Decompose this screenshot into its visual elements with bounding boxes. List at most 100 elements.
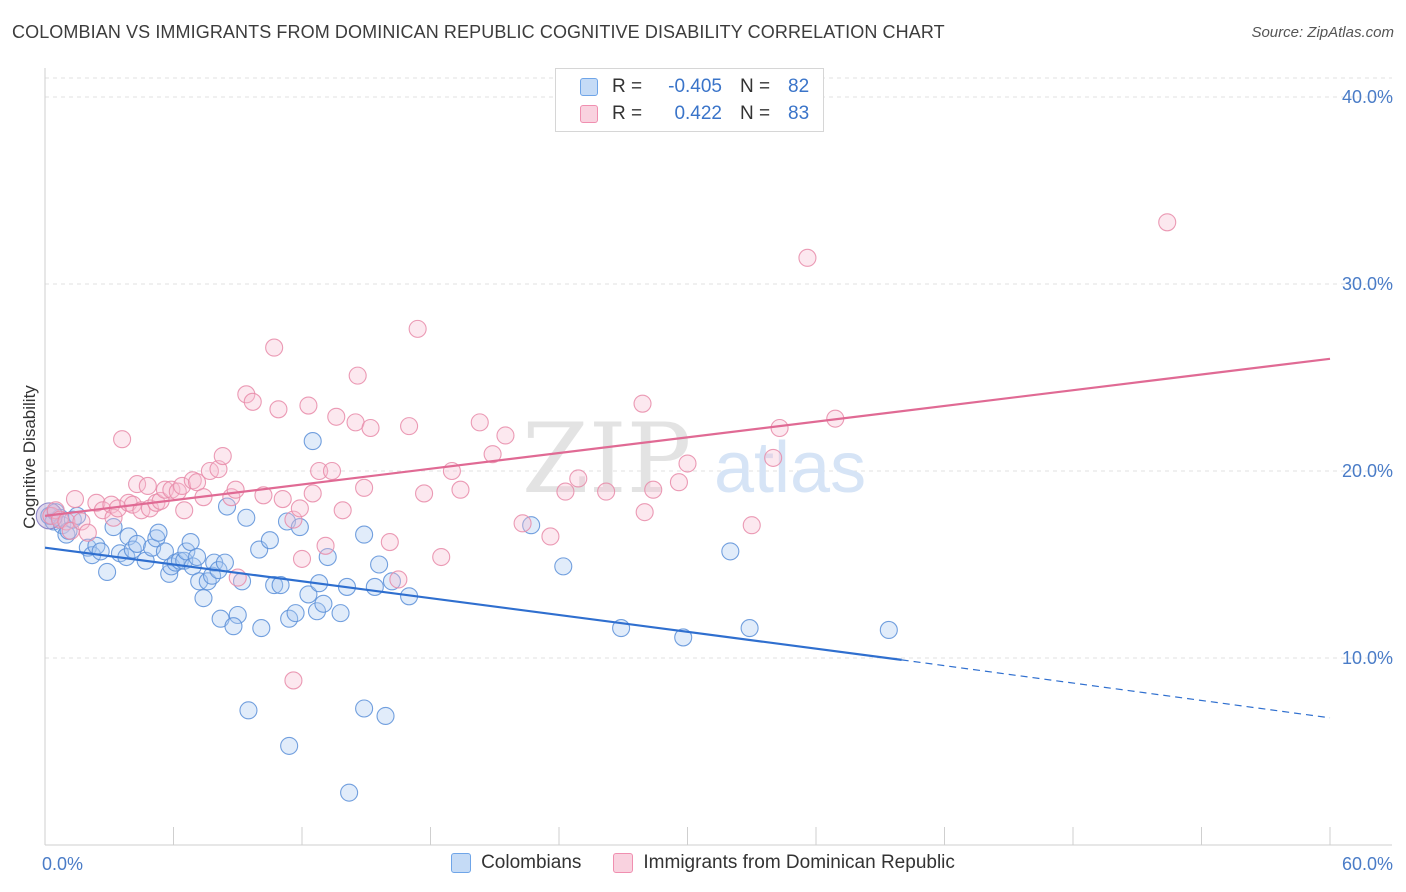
dominican-point [265,338,284,357]
n-label: N = [740,76,771,97]
colombians-point [554,557,573,576]
dominican-point [415,484,434,503]
dominican-point [284,671,303,690]
colombians-point [128,534,147,553]
colombians-point [382,572,402,591]
dominican-point [597,482,616,501]
colombians-point [376,706,395,726]
colombians-point [98,562,117,582]
colombians-point [149,523,168,542]
dominican-point [175,501,194,520]
colombians-point [188,547,207,567]
dominican-point [408,319,427,338]
dominican-point [173,476,192,496]
source-label: Source: ZipAtlas.com [1251,24,1394,41]
r-value: -0.405 [668,76,722,97]
r-label: R = [612,76,643,97]
y-tick-label: 40.0% [1342,87,1393,107]
legend-row-dominican: R = 0.422 N = 83 [580,102,809,126]
colombians-point [674,628,693,647]
colombians-point [177,542,196,561]
colombians-point [370,555,389,574]
dominican-point [254,486,273,505]
dominican-point [389,570,408,589]
dominican-point [380,533,399,552]
gridlines [45,77,1392,659]
dominican-point [290,499,309,518]
r-value: 0.422 [674,103,722,124]
y-tick-labels: 10.0% 20.0% 30.0% 40.0% [1342,87,1393,668]
dominican-point [113,430,132,449]
colombians-point [228,605,247,625]
dominican-point [432,547,451,567]
colombians-point [155,542,174,561]
colombians-point [224,617,243,636]
correlation-legend: R = -0.405 N = 82 R = 0.422 N = 83 [555,68,824,132]
colombians-point [740,619,759,638]
legend-row-colombians: R = -0.405 N = 82 [580,75,809,99]
legend-swatch-colombians [451,853,472,873]
r-label: R = [612,103,643,124]
colombians-point [91,542,110,561]
watermark: ZIP atlas [522,403,866,515]
series-colombians [35,432,898,802]
dominican-point [327,407,346,426]
colombians-point [290,518,309,537]
colombians-point [217,497,237,516]
dominican-point [162,480,181,499]
x-tick-label: 60.0% [1342,854,1393,874]
dominican-point [243,392,262,411]
dominican-point [541,527,560,546]
dominican-point [644,480,663,499]
n-value: 83 [788,103,810,124]
trend-lines [44,357,1331,719]
dominican-point [569,469,588,488]
colombians-point [280,736,299,755]
legend-swatch-colombians [580,78,598,96]
legend-label-dominican: Immigrants from Dominican Republic [643,852,955,873]
colombians-point [237,508,256,527]
legend-label-colombians: Colombians [481,852,582,873]
dominican-point [322,461,342,481]
n-label: N = [740,103,771,124]
colombians-point [314,594,333,613]
colombians-point [721,542,740,561]
dominican-point [213,446,232,466]
dominican-point [669,473,688,492]
dominican-point [316,536,335,555]
dominican-point [451,480,470,499]
dominican-point [678,454,697,473]
dominican-point [764,448,783,467]
x-tick-labels: 0.0% 60.0% [42,854,1393,874]
legend-item-dominican: Immigrants from Dominican Republic [613,852,955,874]
colombians-point [265,576,284,595]
colombians-point [318,547,337,567]
dominican-point [78,523,97,542]
colombians-point [355,525,374,544]
y-tick-label: 20.0% [1342,461,1393,481]
colombians-point [160,564,179,583]
colombians-point [355,699,374,718]
dominican-point [1158,213,1177,232]
colombians-point [365,577,384,596]
dominican-point [188,473,207,492]
dominican-point [556,482,575,501]
y-tick-label: 30.0% [1342,274,1393,294]
legend-item-colombians: Colombians [451,852,581,874]
dominican-point [226,480,245,499]
colombians-point [299,585,318,604]
dominican-point [310,461,329,481]
dominican-point [269,400,288,419]
axes [44,68,1392,846]
colombians-point [271,576,290,595]
watermark-zip: ZIP [522,403,691,515]
chart-title: COLOMBIAN VS IMMIGRANTS FROM DOMINICAN R… [12,22,945,42]
dominican-point [284,510,303,529]
colombians-point [340,783,359,802]
dominican-point [355,478,374,497]
trend-line-colombians-extension [901,659,1331,719]
dominican-point [292,549,312,568]
dominican-point [303,484,322,503]
x-tick-label: 0.0% [42,854,83,874]
